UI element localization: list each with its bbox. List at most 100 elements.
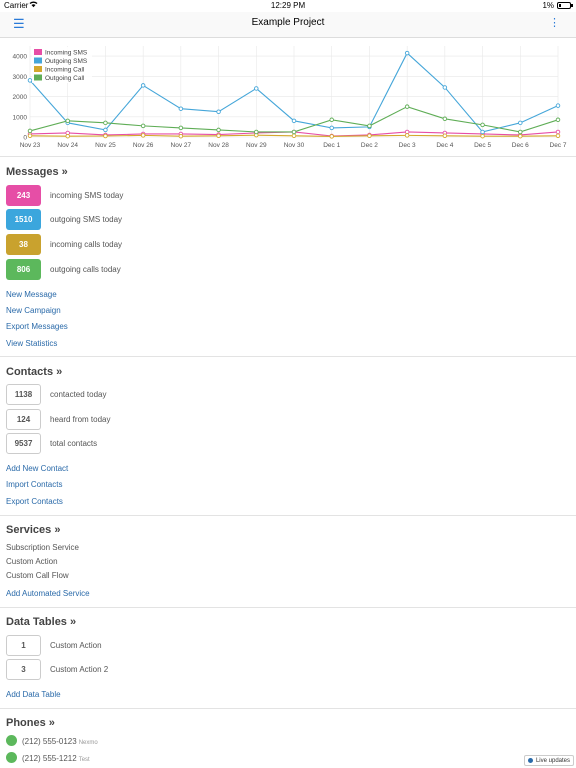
- phone-status-dot-icon: [6, 752, 17, 763]
- incoming-sms-label: incoming SMS today: [50, 191, 124, 200]
- legend-label: Incoming SMS: [45, 50, 88, 57]
- data-point: [103, 133, 108, 139]
- data-table-label[interactable]: Custom Action: [50, 641, 102, 650]
- incoming-sms-badge: 243: [6, 185, 41, 206]
- services-title[interactable]: Services »: [6, 524, 61, 536]
- contacted-today-badge: 1138: [6, 384, 41, 405]
- data-tables-title[interactable]: Data Tables »: [6, 616, 77, 628]
- data-point: [65, 118, 70, 124]
- outgoing-sms-badge: 1510: [6, 209, 41, 230]
- data-point: [103, 127, 108, 133]
- data-point: [555, 133, 561, 139]
- data-point: [555, 129, 561, 135]
- carrier-label: Carrier: [4, 1, 29, 10]
- clock: 12:29 PM: [270, 1, 306, 10]
- data-point: [27, 133, 33, 139]
- hamburger-menu-icon[interactable]: ☰: [13, 16, 25, 31]
- x-tick-label: Dec 1: [323, 142, 340, 149]
- data-point: [518, 120, 523, 126]
- page-title: Example Project: [251, 17, 325, 28]
- data-point: [555, 103, 561, 108]
- phone-number-text: (212) 555-0123: [22, 737, 77, 746]
- data-point: [480, 129, 485, 135]
- phone-status-dot-icon: [6, 735, 17, 746]
- status-bar: Carrier 12:29 PM 1%: [0, 0, 576, 12]
- x-tick-label: Dec 5: [474, 142, 491, 149]
- export-contacts-link[interactable]: Export Contacts: [6, 497, 63, 506]
- total-contacts-badge: 9537: [6, 433, 41, 454]
- battery-percent: 1%: [542, 1, 554, 10]
- y-tick-label: 3000: [13, 74, 28, 81]
- view-statistics-link[interactable]: View Statistics: [6, 339, 58, 348]
- live-updates-label: Live updates: [535, 757, 570, 764]
- total-contacts-label: total contacts: [50, 439, 98, 448]
- legend-label: Outgoing SMS: [45, 58, 88, 65]
- data-point: [404, 133, 410, 138]
- service-item[interactable]: Custom Call Flow: [6, 571, 69, 580]
- activity-line-chart: 0 1000 2000 3000 4000 Nov 23 Nov 24 Nov 25 Nov 2…: [13, 46, 567, 149]
- service-item[interactable]: Subscription Service: [6, 543, 79, 552]
- legend-swatch: [34, 49, 42, 55]
- nav-bar: ☰ Example Project ⋮: [0, 12, 576, 38]
- service-item[interactable]: Custom Action: [6, 557, 58, 566]
- data-point: [178, 133, 184, 139]
- x-tick-label: Nov 28: [208, 142, 229, 149]
- wifi-icon: [29, 0, 38, 10]
- x-tick-label: Dec 2: [361, 142, 378, 149]
- data-point: [404, 104, 410, 109]
- legend-label: Incoming Call: [45, 67, 85, 74]
- data-table-count-badge: 3: [6, 659, 41, 680]
- data-point: [442, 116, 448, 122]
- add-data-table-link[interactable]: Add Data Table: [6, 690, 61, 699]
- data-point: [367, 123, 372, 129]
- data-point: [518, 129, 523, 135]
- data-point: [442, 85, 448, 90]
- data-point: [216, 133, 221, 139]
- import-contacts-link[interactable]: Import Contacts: [6, 480, 63, 489]
- incoming-calls-label: incoming calls today: [50, 240, 123, 249]
- phone-number[interactable]: (212) 555-1212 Test: [22, 754, 90, 763]
- data-point: [254, 86, 259, 91]
- data-point: [178, 106, 184, 111]
- data-point: [442, 133, 448, 139]
- data-point: [27, 128, 33, 134]
- data-point: [140, 83, 146, 88]
- contacts-title[interactable]: Contacts »: [6, 366, 63, 378]
- divider: [0, 356, 576, 357]
- add-automated-service-link[interactable]: Add Automated Service: [6, 589, 90, 598]
- outgoing-sms-label: outgoing SMS today: [50, 215, 123, 224]
- x-tick-label: Nov 27: [171, 142, 192, 149]
- data-point: [329, 125, 334, 131]
- heard-from-today-badge: 124: [6, 409, 41, 430]
- export-messages-link[interactable]: Export Messages: [6, 322, 68, 331]
- new-message-link[interactable]: New Message: [6, 290, 57, 299]
- x-tick-label: Dec 3: [399, 142, 416, 149]
- data-point: [367, 133, 372, 139]
- data-point: [65, 133, 70, 139]
- outgoing-calls-label: outgoing calls today: [50, 265, 121, 274]
- heard-from-today-label: heard from today: [50, 415, 111, 424]
- divider: [0, 156, 576, 157]
- data-point: [291, 133, 297, 139]
- messages-title[interactable]: Messages »: [6, 166, 68, 178]
- data-point: [27, 78, 33, 83]
- data-point: [103, 120, 108, 126]
- divider: [0, 708, 576, 709]
- y-tick-label: 0: [23, 135, 27, 142]
- phones-title[interactable]: Phones »: [6, 717, 55, 729]
- phone-number[interactable]: (212) 555-0123 Nexmo: [22, 737, 98, 746]
- battery-icon: [557, 2, 573, 9]
- data-table-label[interactable]: Custom Action 2: [50, 665, 109, 674]
- legend-label: Outgoing Call: [45, 75, 85, 82]
- legend-swatch: [34, 57, 42, 64]
- x-tick-label: Dec 4: [436, 142, 453, 149]
- data-table-count-badge: 1: [6, 635, 41, 656]
- live-updates-toggle[interactable]: Live updates: [523, 755, 574, 766]
- data-point: [480, 133, 485, 139]
- more-vertical-icon[interactable]: ⋮: [549, 17, 560, 29]
- add-new-contact-link[interactable]: Add New Contact: [6, 464, 69, 473]
- x-tick-label: Dec 7: [550, 142, 567, 149]
- phone-number-text: (212) 555-1212: [22, 754, 77, 763]
- new-campaign-link[interactable]: New Campaign: [6, 306, 61, 315]
- x-tick-label: Nov 30: [284, 142, 305, 149]
